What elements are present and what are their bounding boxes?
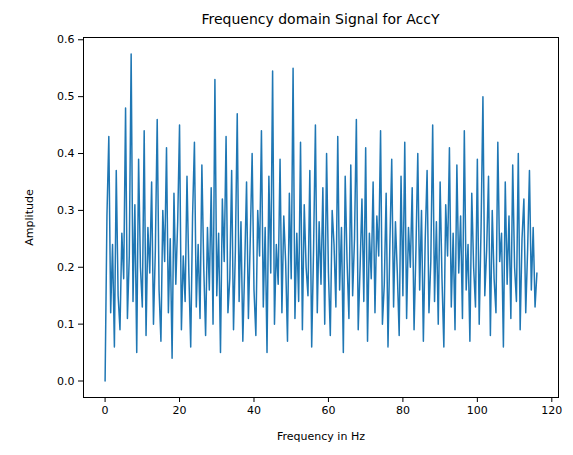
svg-text:0.5: 0.5	[57, 90, 75, 103]
svg-text:120: 120	[541, 404, 562, 417]
svg-text:80: 80	[396, 404, 410, 417]
svg-text:0.6: 0.6	[57, 33, 75, 46]
svg-text:100: 100	[467, 404, 488, 417]
svg-text:0.3: 0.3	[57, 204, 75, 217]
svg-text:Amplitude: Amplitude	[23, 189, 36, 246]
html-text:Frequency domain Signal for Ac: Frequency domain Signal for AccY	[201, 11, 440, 27]
svg-text:40: 40	[247, 404, 261, 417]
svg-text:0: 0	[102, 404, 109, 417]
svg-text:0.0: 0.0	[57, 375, 75, 388]
svg-text:0.1: 0.1	[57, 318, 75, 331]
svg-text:0.2: 0.2	[57, 261, 75, 274]
svg-text:0.4: 0.4	[57, 147, 75, 160]
svg-text:60: 60	[321, 404, 335, 417]
svg-text:20: 20	[173, 404, 187, 417]
svg-text:Frequency in Hz: Frequency in Hz	[277, 430, 365, 443]
